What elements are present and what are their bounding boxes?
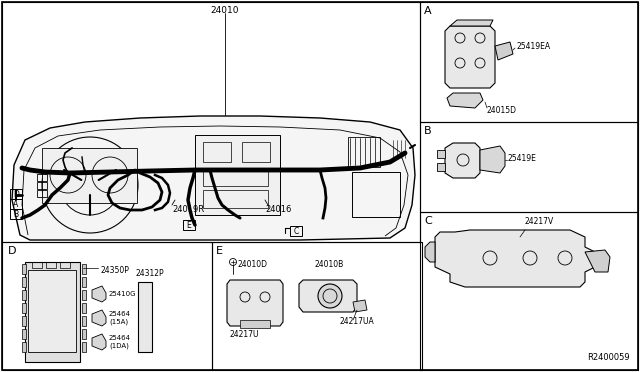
Polygon shape xyxy=(92,286,106,302)
Circle shape xyxy=(318,284,342,308)
Bar xyxy=(82,303,86,313)
Text: 24015D: 24015D xyxy=(487,106,517,115)
Bar xyxy=(82,277,86,287)
Text: B: B xyxy=(13,210,19,219)
Polygon shape xyxy=(495,42,513,60)
Bar xyxy=(25,262,80,362)
Polygon shape xyxy=(92,310,106,326)
Bar xyxy=(240,320,270,328)
Text: R2400059: R2400059 xyxy=(588,353,630,362)
Bar xyxy=(28,270,76,352)
Polygon shape xyxy=(447,93,483,108)
Text: A: A xyxy=(13,200,19,209)
Bar xyxy=(10,189,22,199)
Bar xyxy=(183,220,195,230)
Text: C: C xyxy=(424,216,432,226)
Text: C: C xyxy=(293,227,299,235)
Polygon shape xyxy=(353,300,367,312)
Bar xyxy=(203,190,268,208)
Text: 24010: 24010 xyxy=(211,6,239,15)
Bar xyxy=(420,212,638,370)
Bar xyxy=(195,135,280,215)
Text: 24010B: 24010B xyxy=(315,260,344,269)
Text: 24016: 24016 xyxy=(265,205,291,214)
Bar xyxy=(290,226,302,236)
Bar xyxy=(10,199,22,209)
Polygon shape xyxy=(445,143,480,178)
Text: 25464
(15A): 25464 (15A) xyxy=(109,311,131,325)
Bar xyxy=(242,142,270,162)
Bar xyxy=(46,262,56,268)
Text: 25419E: 25419E xyxy=(508,154,537,163)
Polygon shape xyxy=(450,20,493,26)
Bar xyxy=(32,262,42,268)
Bar xyxy=(82,316,86,326)
Bar xyxy=(82,264,86,274)
Text: D: D xyxy=(8,246,17,256)
Bar xyxy=(420,2,638,122)
Bar xyxy=(420,122,638,212)
Polygon shape xyxy=(435,230,595,287)
Bar xyxy=(60,262,70,268)
Polygon shape xyxy=(437,150,445,158)
Text: 25419EA: 25419EA xyxy=(517,42,551,51)
Bar xyxy=(22,342,26,352)
Bar xyxy=(22,290,26,300)
Bar xyxy=(22,264,26,274)
Text: 24217UA: 24217UA xyxy=(340,317,375,326)
Bar xyxy=(352,172,400,217)
Bar xyxy=(42,148,137,203)
Bar xyxy=(10,209,22,219)
Polygon shape xyxy=(480,146,505,173)
Polygon shape xyxy=(585,250,610,272)
Bar xyxy=(82,329,86,339)
Bar xyxy=(37,174,47,181)
Bar xyxy=(37,190,47,197)
Polygon shape xyxy=(299,280,357,312)
Polygon shape xyxy=(425,242,435,262)
Text: A: A xyxy=(424,6,431,16)
Polygon shape xyxy=(227,280,283,326)
Bar xyxy=(348,137,380,167)
Text: 24350P: 24350P xyxy=(100,266,129,275)
Text: D: D xyxy=(13,190,19,199)
Text: 24010D: 24010D xyxy=(237,260,267,269)
Polygon shape xyxy=(12,116,415,240)
Text: E: E xyxy=(216,246,223,256)
Bar xyxy=(2,2,420,242)
Text: 25464
(1DA): 25464 (1DA) xyxy=(109,335,131,349)
Bar xyxy=(138,282,152,352)
Bar xyxy=(22,303,26,313)
Text: 24217V: 24217V xyxy=(525,217,554,226)
Bar xyxy=(2,242,212,370)
Bar xyxy=(22,277,26,287)
Text: 24217U: 24217U xyxy=(230,330,259,339)
Bar xyxy=(203,142,231,162)
Bar xyxy=(212,242,422,370)
Bar xyxy=(82,290,86,300)
Bar xyxy=(203,168,268,186)
Polygon shape xyxy=(92,334,106,350)
Bar xyxy=(22,316,26,326)
Text: 24312P: 24312P xyxy=(135,269,164,278)
Bar xyxy=(37,182,47,189)
Text: 25410G: 25410G xyxy=(109,291,136,297)
Bar xyxy=(82,342,86,352)
Text: 24019R: 24019R xyxy=(172,205,204,214)
Polygon shape xyxy=(437,163,445,171)
Bar xyxy=(22,329,26,339)
Text: E: E xyxy=(187,221,191,230)
Polygon shape xyxy=(445,26,495,88)
Text: B: B xyxy=(424,126,431,136)
